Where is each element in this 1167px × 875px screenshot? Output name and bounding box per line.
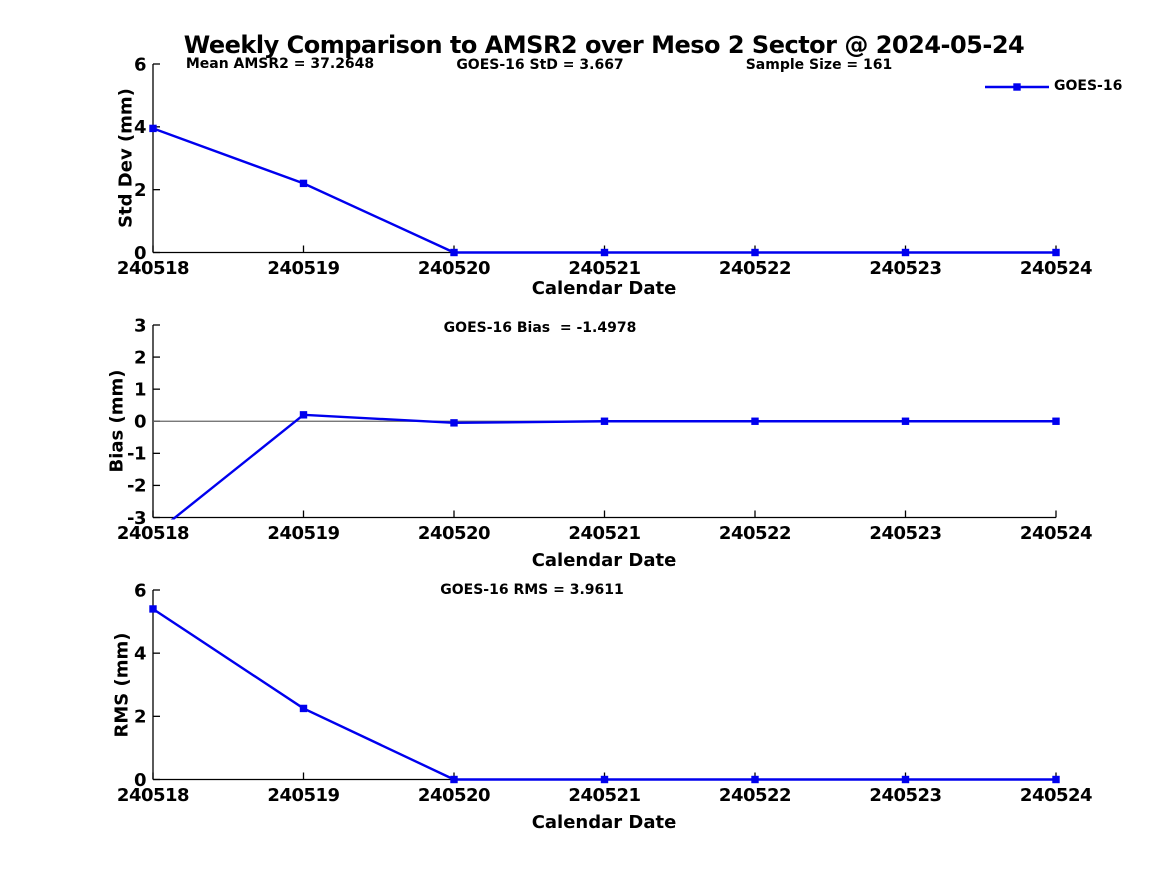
annotation-goes16-std: GOES-16 StD = 3.667 — [456, 57, 623, 73]
y-tick-label: -1 — [127, 444, 146, 465]
data-point-marker — [450, 419, 457, 426]
x-tick-label: 240523 — [869, 258, 941, 279]
x-tick-label: 240520 — [418, 258, 490, 279]
data-point-marker — [601, 249, 608, 256]
data-point-marker — [1052, 776, 1059, 783]
x-tick-label: 240521 — [568, 523, 640, 544]
x-tick-label: 240524 — [1020, 258, 1092, 279]
x-tick-label: 240522 — [719, 258, 791, 279]
x-tick-label: 240524 — [1020, 785, 1092, 806]
data-point-marker — [149, 125, 156, 132]
data-point-marker — [1052, 249, 1059, 256]
data-point-marker — [601, 776, 608, 783]
figure: Weekly Comparison to AMSR2 over Meso 2 S… — [0, 0, 1167, 875]
x-tick-label: 240519 — [267, 258, 339, 279]
y-tick-label: 2 — [134, 707, 146, 728]
data-point-marker — [902, 776, 909, 783]
y-tick-label: 0 — [134, 412, 146, 433]
y-axis-label-bias: Bias (mm) — [107, 370, 128, 473]
x-axis-label-stddev: Calendar Date — [532, 278, 677, 299]
y-tick-label: 3 — [134, 315, 146, 336]
x-tick-label: 240523 — [869, 523, 941, 544]
y-tick-label: -2 — [127, 476, 146, 497]
data-point-marker — [751, 418, 758, 425]
annotation-goes16-rms: GOES-16 RMS = 3.9611 — [440, 582, 624, 598]
y-tick-label: 1 — [134, 379, 146, 400]
legend-line-sample — [985, 80, 1051, 94]
legend-sample-marker — [1013, 83, 1020, 90]
y-tick-label: 6 — [134, 580, 146, 601]
subplot-bias: -3-2-10123240518240519240520240521240522… — [117, 315, 1092, 544]
data-point-marker — [300, 180, 307, 187]
x-tick-label: 240521 — [568, 258, 640, 279]
annotation-goes16-bias: GOES-16 Bias = -1.4978 — [444, 320, 637, 336]
y-axis-label-rms: RMS (mm) — [112, 633, 133, 738]
x-tick-label: 240522 — [719, 785, 791, 806]
x-tick-label: 240518 — [117, 523, 189, 544]
subplot-std-dev: 0246240518240519240520240521240522240523… — [117, 54, 1092, 279]
data-point-marker — [300, 705, 307, 712]
annotation-sample-size: Sample Size = 161 — [746, 57, 893, 73]
x-axis-label-rms: Calendar Date — [532, 812, 677, 833]
x-tick-label: 240519 — [267, 785, 339, 806]
data-point-marker — [1052, 418, 1059, 425]
data-point-marker — [450, 249, 457, 256]
y-tick-label: 4 — [134, 643, 146, 664]
x-tick-label: 240519 — [267, 523, 339, 544]
data-point-marker — [751, 249, 758, 256]
x-tick-label: 240521 — [568, 785, 640, 806]
x-tick-label: 240518 — [117, 785, 189, 806]
y-axis-label-stddev: Std Dev (mm) — [116, 88, 137, 228]
data-point-marker — [450, 776, 457, 783]
subplot-rms: 0246240518240519240520240521240522240523… — [117, 580, 1092, 806]
x-axis-label-bias: Calendar Date — [532, 550, 677, 571]
plots-canvas: 0 2 4 6 240518 240519 240520 240521 240522 240523… — [0, 0, 1167, 875]
x-tick-label: 240522 — [719, 523, 791, 544]
x-tick-label: 240524 — [1020, 523, 1092, 544]
data-point-marker — [149, 605, 156, 612]
data-point-marker — [902, 249, 909, 256]
y-tick-label: 2 — [134, 347, 146, 368]
data-point-marker — [601, 418, 608, 425]
x-tick-label: 240520 — [418, 785, 490, 806]
y-tick-label: 6 — [134, 54, 146, 75]
data-point-marker — [902, 418, 909, 425]
data-line-goes-16 — [153, 609, 1056, 780]
x-tick-label: 240518 — [117, 258, 189, 279]
x-tick-label: 240520 — [418, 523, 490, 544]
annotation-mean-amsr2: Mean AMSR2 = 37.2648 — [186, 56, 374, 72]
x-tick-label: 240523 — [869, 785, 941, 806]
data-point-marker — [300, 411, 307, 418]
data-point-marker — [751, 776, 758, 783]
data-line-goes-16 — [153, 128, 1056, 252]
legend-label: GOES-16 — [1054, 78, 1122, 94]
